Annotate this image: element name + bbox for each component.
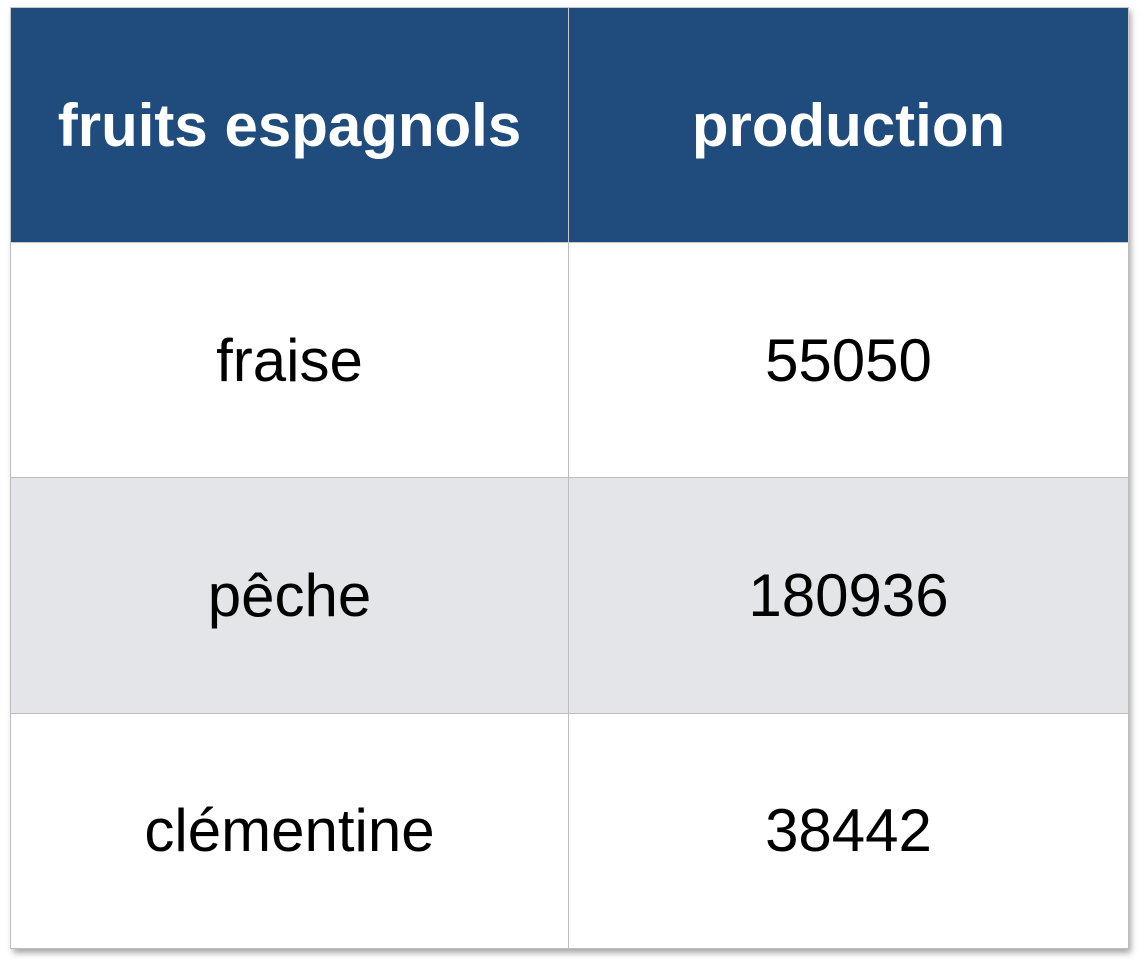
cell-fruit: clémentine bbox=[10, 712, 569, 950]
table-row: fraise 55050 bbox=[10, 241, 1129, 479]
table-header-row: fruits espagnols production bbox=[10, 7, 1129, 243]
table-row: pêche 180936 bbox=[10, 477, 1129, 714]
cell-fruit: pêche bbox=[10, 477, 569, 714]
data-table-container: fruits espagnols production fraise 55050… bbox=[10, 7, 1129, 950]
table-row: clémentine 38442 bbox=[10, 712, 1129, 950]
cell-fruit: fraise bbox=[10, 241, 569, 479]
cell-production: 55050 bbox=[568, 241, 1129, 479]
cell-production: 38442 bbox=[568, 712, 1129, 950]
column-header-fruit: fruits espagnols bbox=[10, 7, 569, 243]
cell-production: 180936 bbox=[568, 477, 1129, 714]
column-header-production: production bbox=[568, 7, 1129, 243]
fruit-production-table: fruits espagnols production fraise 55050… bbox=[10, 7, 1129, 950]
